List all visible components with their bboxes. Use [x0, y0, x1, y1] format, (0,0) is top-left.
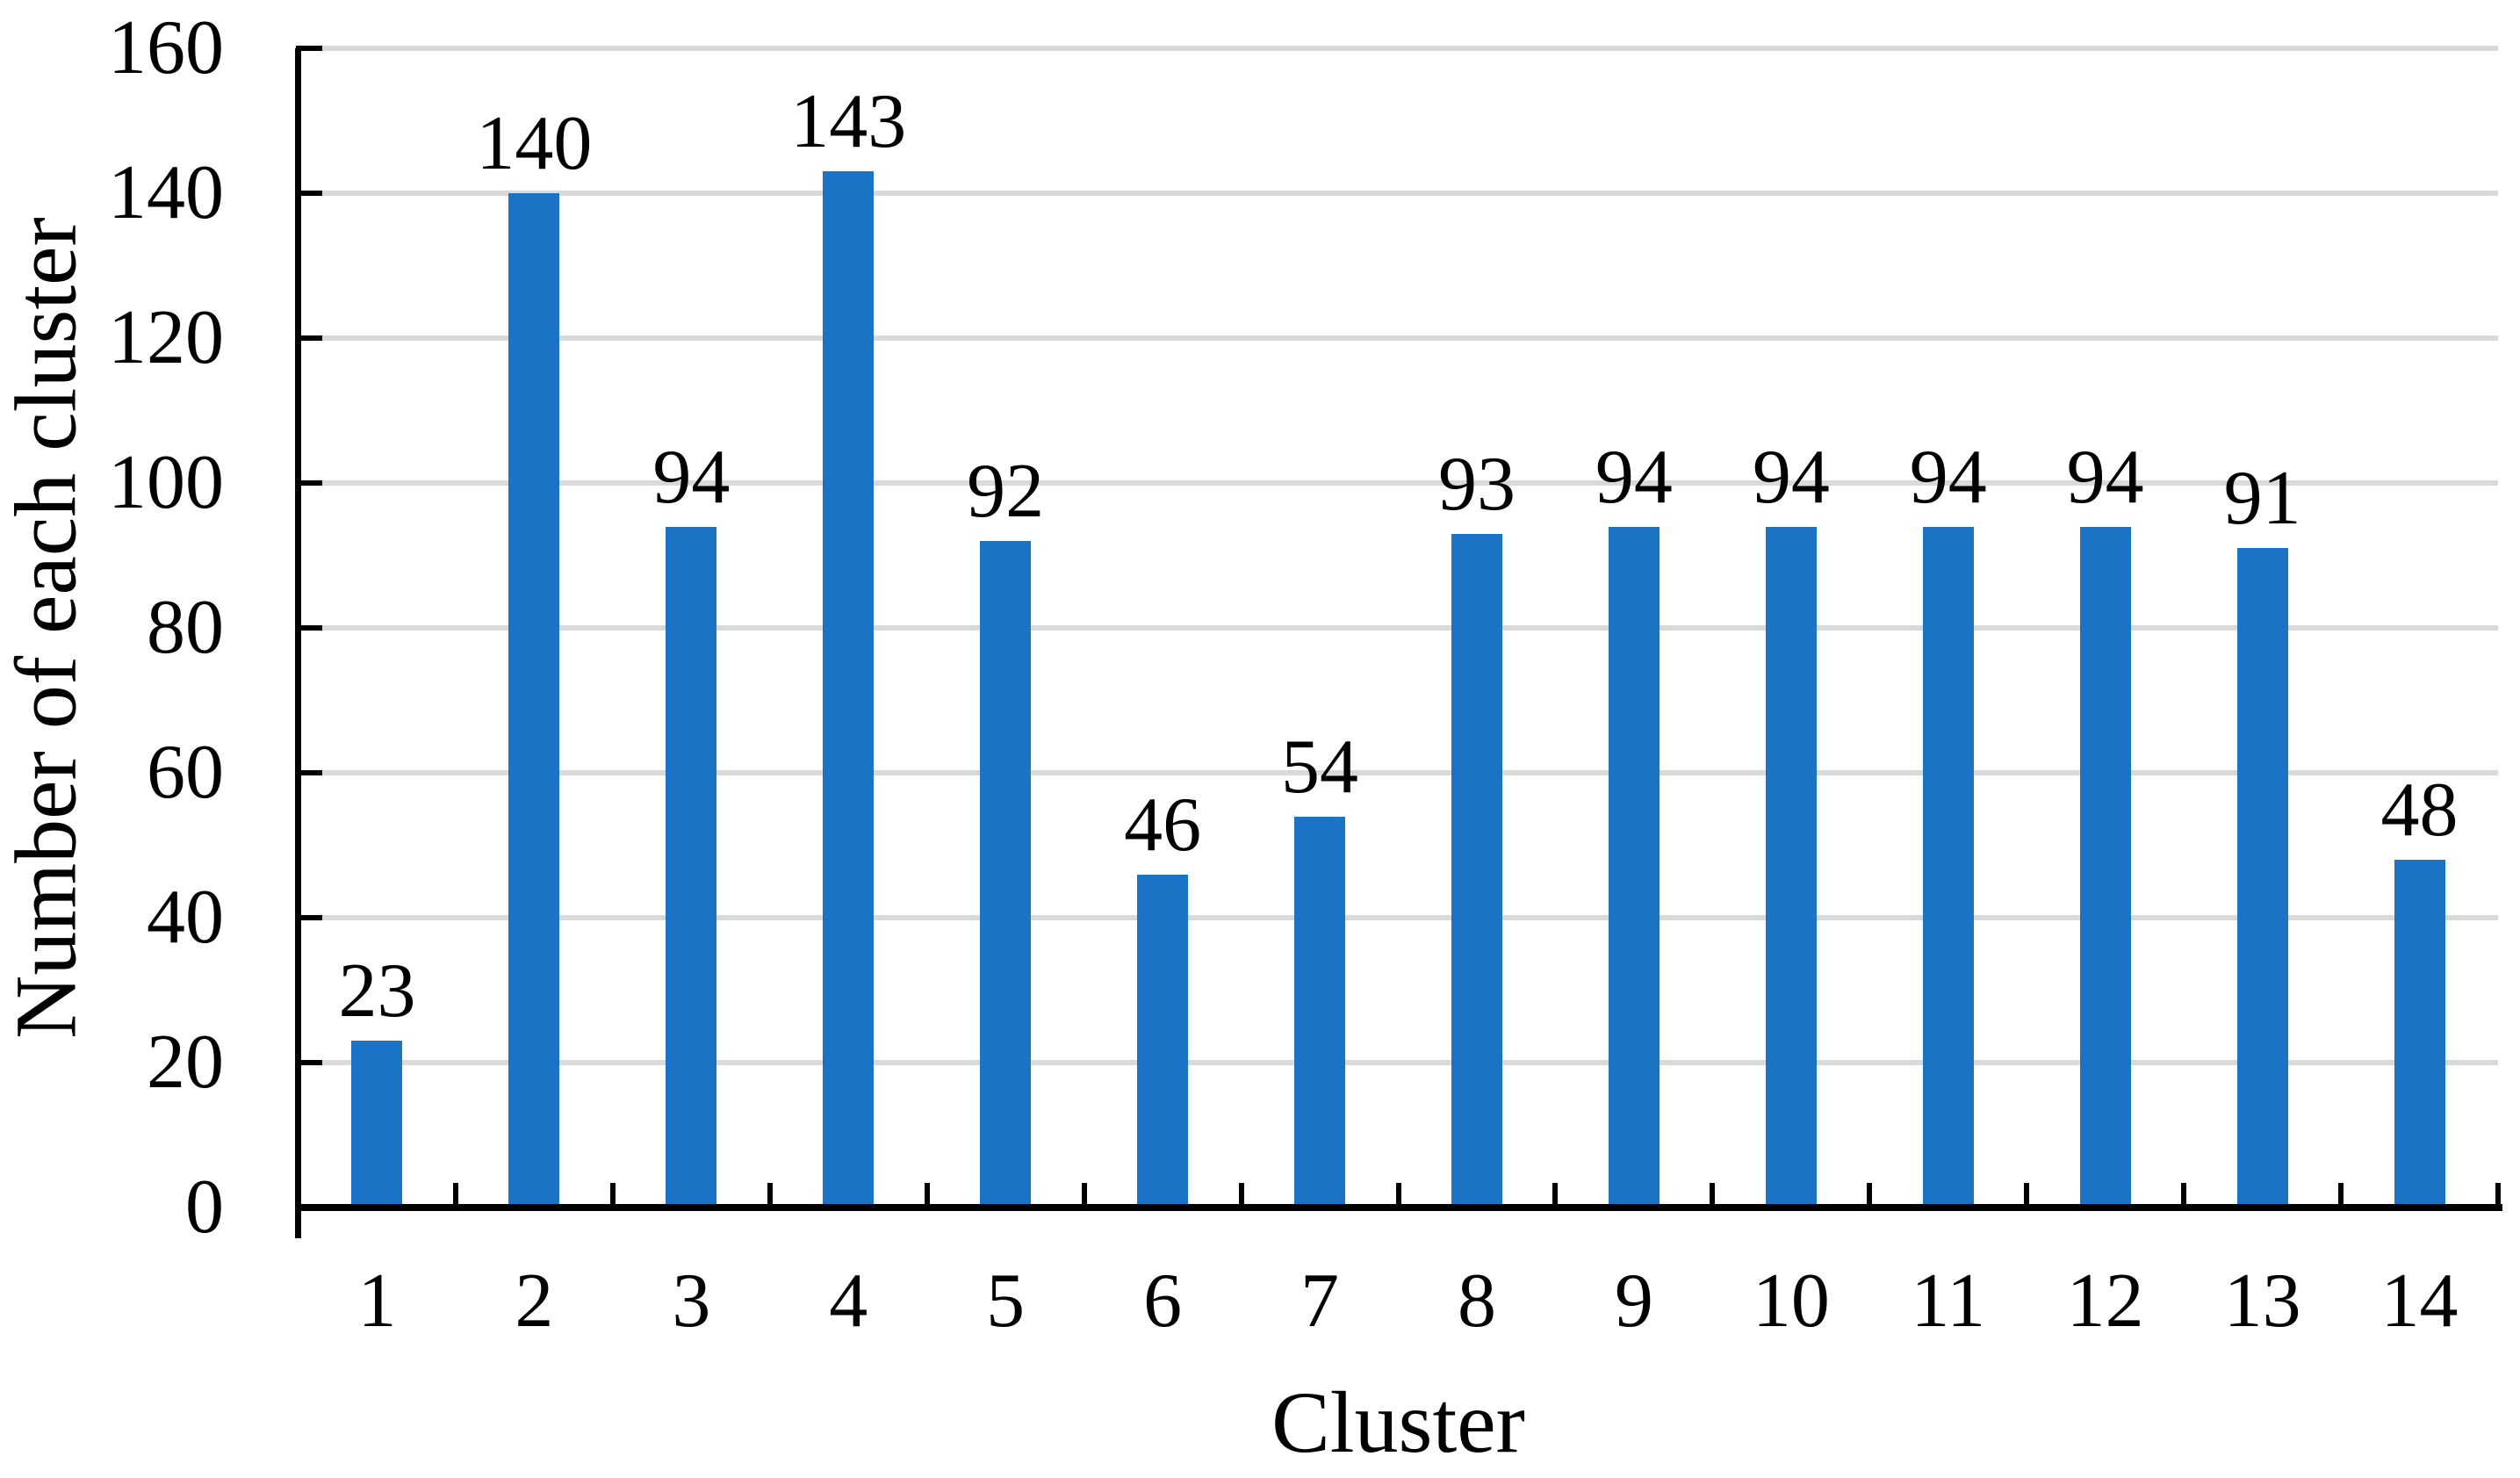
y-axis-tick [296, 770, 322, 775]
bar-value-label: 94 [2066, 434, 2144, 520]
x-axis-tick [1395, 1183, 1401, 1208]
bar-value-label: 48 [2380, 768, 2459, 853]
y-tick-label: 120 [108, 295, 224, 380]
x-axis-tick [1710, 1183, 1716, 1208]
gridline [299, 770, 2498, 775]
bar-value-label: 46 [1124, 782, 1202, 868]
x-tick-label: 7 [1300, 1258, 1340, 1344]
x-tick-label: 8 [1457, 1258, 1496, 1344]
bar [2394, 860, 2445, 1208]
x-axis-tick [452, 1183, 458, 1208]
x-axis-tick [1081, 1183, 1087, 1208]
y-axis-tick [296, 46, 322, 51]
bar [351, 1041, 403, 1208]
y-tick-label: 140 [108, 150, 224, 235]
x-axis-tick [2181, 1183, 2187, 1208]
gridline [299, 335, 2498, 341]
bar [1765, 526, 1817, 1208]
y-axis-tick [296, 915, 322, 920]
y-axis-tick [296, 335, 322, 341]
bar-value-label: 93 [1437, 441, 1516, 527]
y-axis-tick [296, 480, 322, 486]
bar-value-label: 94 [1909, 434, 1987, 520]
gridline [299, 46, 2498, 51]
x-tick-label: 12 [2066, 1258, 2144, 1344]
y-tick-label: 60 [147, 730, 224, 815]
y-tick-label: 100 [108, 440, 224, 525]
x-tick-label: 5 [986, 1258, 1026, 1344]
x-axis-tick [1552, 1183, 1559, 1208]
bar-value-label: 143 [790, 79, 907, 165]
y-axis-tick [296, 1060, 322, 1065]
x-tick-label: 11 [1911, 1258, 1986, 1344]
bar [823, 171, 875, 1208]
x-tick-label: 14 [2380, 1258, 2459, 1344]
x-axis-line [295, 1204, 2502, 1211]
y-axis-tick [296, 191, 322, 196]
x-axis-tick [2338, 1183, 2344, 1208]
bar [1137, 874, 1189, 1208]
x-tick-label: 13 [2223, 1258, 2301, 1344]
y-axis-tick [296, 625, 322, 631]
x-axis-tick [2495, 1183, 2501, 1208]
x-tick-label: 6 [1143, 1258, 1183, 1344]
x-axis-tick [1867, 1183, 1873, 1208]
x-tick-label: 9 [1614, 1258, 1653, 1344]
x-axis-tick [924, 1183, 930, 1208]
x-tick-label: 1 [357, 1258, 397, 1344]
bar-value-label: 91 [2223, 456, 2301, 542]
bar-value-label: 54 [1281, 724, 1359, 810]
x-tick-label: 2 [515, 1258, 554, 1344]
y-tick-label: 160 [108, 5, 224, 90]
bar-value-label: 94 [1595, 434, 1673, 520]
x-axis-tick [2024, 1183, 2030, 1208]
bar [666, 526, 717, 1208]
gridline [299, 191, 2498, 196]
y-axis-line [295, 48, 301, 1238]
gridline [299, 625, 2498, 631]
bar-value-label: 94 [1752, 434, 1830, 520]
gridline [299, 915, 2498, 920]
bar [1294, 816, 1346, 1208]
y-tick-label: 40 [147, 875, 224, 960]
x-tick-label: 3 [672, 1258, 711, 1344]
bar-value-label: 92 [967, 449, 1045, 534]
gridline [299, 1060, 2498, 1065]
x-axis-tick [1238, 1183, 1244, 1208]
x-axis-tick [609, 1183, 616, 1208]
bar [508, 193, 560, 1208]
bar [2236, 548, 2288, 1208]
x-tick-label: 10 [1752, 1258, 1830, 1344]
x-axis-tick [767, 1183, 773, 1208]
bar [2079, 526, 2131, 1208]
x-axis-title: Cluster [1271, 1373, 1525, 1471]
bar-value-label: 23 [338, 948, 416, 1035]
bar [980, 541, 1032, 1208]
x-tick-label: 4 [829, 1258, 868, 1344]
gridline [299, 480, 2498, 486]
y-tick-label: 0 [185, 1164, 224, 1250]
bar [1608, 526, 1660, 1208]
bar-value-label: 140 [476, 101, 593, 186]
bar [1451, 533, 1502, 1208]
bar-value-label: 94 [652, 434, 731, 520]
bar [1922, 526, 1974, 1208]
y-tick-label: 80 [147, 585, 224, 670]
y-tick-label: 20 [147, 1020, 224, 1105]
